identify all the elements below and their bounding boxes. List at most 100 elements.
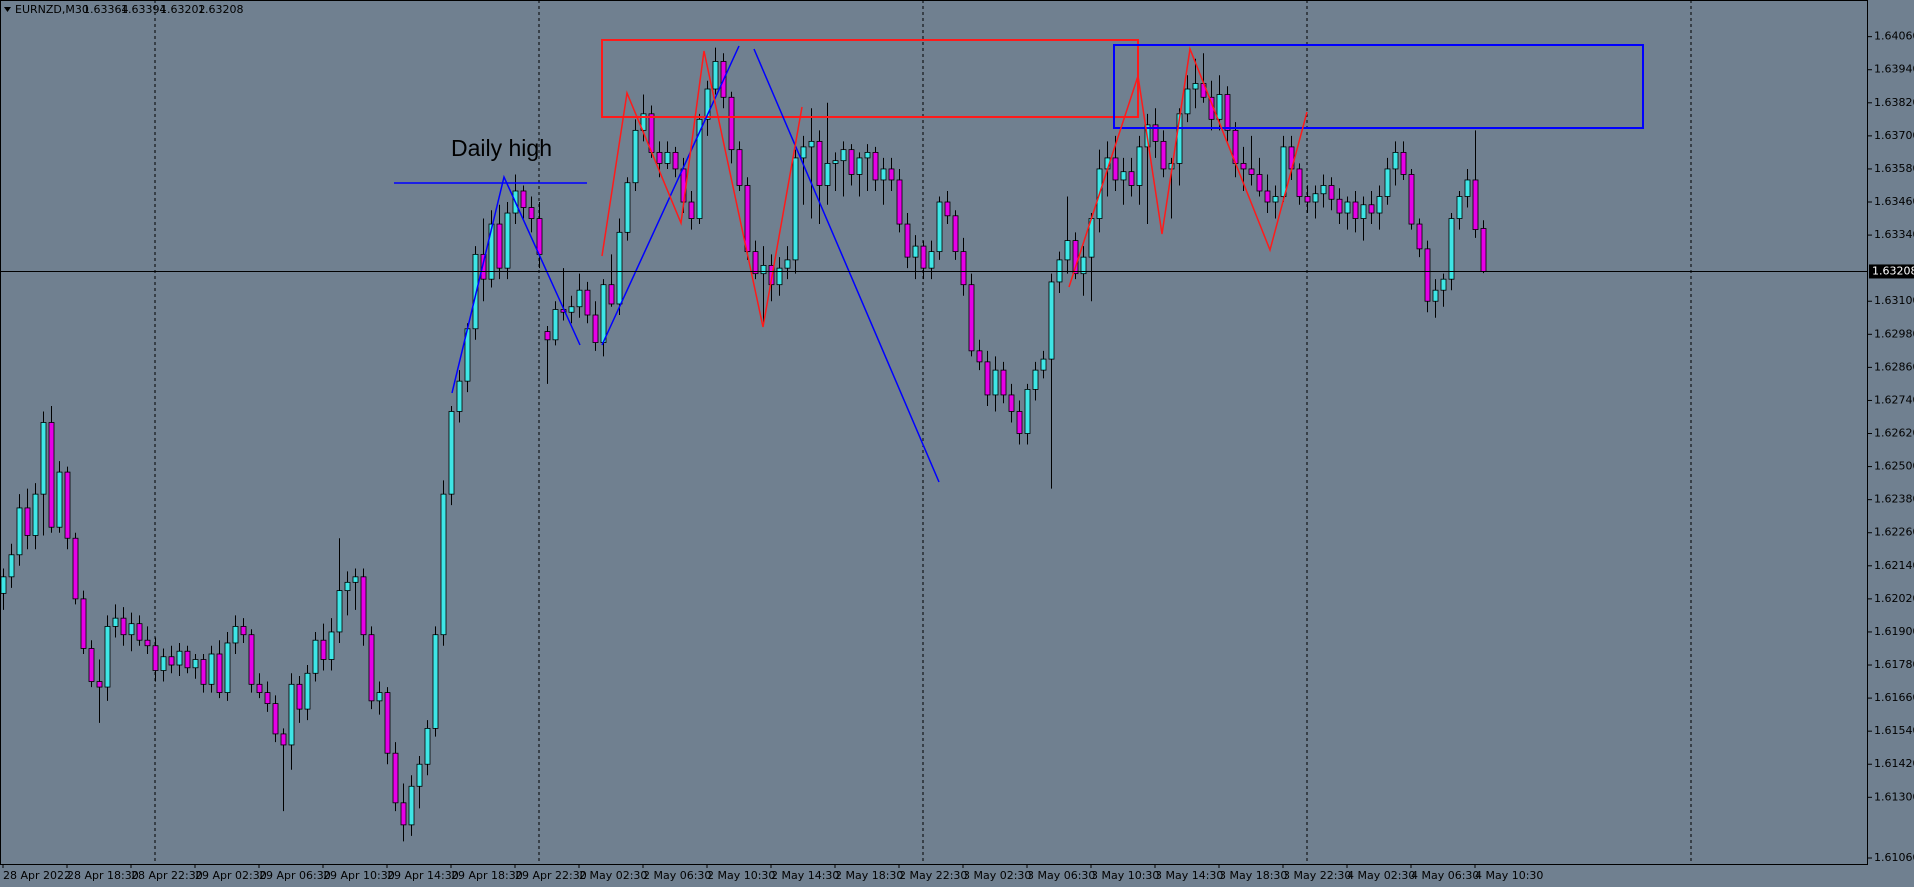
candle-body [128,623,135,636]
candle-body [1360,204,1367,219]
x-tick-label: 3 May 14:30 [1155,869,1223,882]
candle-body [352,576,359,583]
candle-body [896,179,903,225]
candle-body [1432,289,1439,302]
candle-body [120,617,127,636]
candle-body [944,201,951,217]
candle-body [1272,196,1279,203]
candle-body [1304,196,1311,203]
candle-body [16,507,23,556]
candle-body [24,507,31,536]
candle-body [1056,259,1063,283]
candle-body [992,369,999,396]
candle-body [336,590,343,633]
candle-body [200,659,207,685]
candle-body [624,182,631,233]
y-tick-label: 1.63100 [1874,294,1914,307]
candle-body [424,728,431,765]
candle-body [376,692,383,702]
x-tick-label: 29 Apr 02:30 [195,869,267,882]
candle-body [240,626,247,636]
candle-body [608,284,615,305]
candle-body [640,113,647,131]
candle-body [192,659,199,669]
x-tick-label: 2 May 22:30 [899,869,967,882]
candle-body [632,129,639,184]
candle-body [576,289,583,308]
candle-body [936,201,943,253]
candle-body [232,626,239,644]
candle-body [1336,198,1343,214]
day-separators [154,0,1692,864]
y-tick-label: 1.62860 [1874,360,1914,373]
x-tick-label: 3 May 18:30 [1219,869,1287,882]
candle-body [1032,369,1039,390]
x-tick-label: 28 Apr 2022 [3,869,71,882]
header-open: 1.63364 [83,3,129,16]
candle-body [224,642,231,693]
x-tick-label: 29 Apr 06:30 [259,869,331,882]
candle-body [176,650,183,666]
candle-body [488,223,495,280]
y-tick-label: 1.61900 [1874,625,1914,638]
candle-body [864,152,871,159]
y-tick-label: 1.61300 [1874,790,1914,803]
candle-body [960,251,967,286]
y-tick-label: 1.62260 [1874,526,1914,539]
y-tick-label: 1.63940 [1874,63,1914,76]
candle-body [688,201,695,219]
x-tick-label: 2 May 02:30 [579,869,647,882]
candle-body [856,157,863,175]
candle-body [1280,146,1287,197]
trend-line [753,48,940,483]
candle-body [904,223,911,258]
candle-body [832,160,839,164]
candle-body [664,152,671,164]
y-tick-label: 1.62620 [1874,427,1914,440]
candle-body [472,253,479,330]
candle-body [1328,185,1335,200]
candle-body [1192,83,1199,90]
candle-body [1064,240,1071,261]
y-tick-label: 1.61780 [1874,658,1914,671]
candle-body [1312,193,1319,203]
candle-body [0,576,7,594]
candle-body [1136,146,1143,186]
x-tick-label: 29 Apr 14:30 [387,869,459,882]
candle-body [968,284,975,352]
x-tick-label: 3 May 02:30 [963,869,1031,882]
candle-body [368,634,375,702]
candle-body [984,361,991,396]
candle-body [1480,228,1487,272]
x-tick-label: 29 Apr 10:30 [323,869,395,882]
candle-body [1216,94,1223,120]
y-tick-label: 1.63820 [1874,96,1914,109]
x-tick-label: 28 Apr 22:30 [131,869,203,882]
candle-body [408,785,415,826]
y-tick-label: 1.61060 [1874,851,1914,864]
candle-body [1184,88,1191,115]
candle-body [1320,185,1327,195]
candle-body [888,168,895,181]
candle-body [1352,201,1359,219]
x-tick-label: 2 May 14:30 [771,869,839,882]
candle-body [568,306,575,313]
candles [0,47,1487,842]
candle-body [752,251,759,275]
candle-body [704,88,711,120]
candle-body [1456,196,1463,219]
candle-body [272,703,279,735]
candle-body [1008,394,1015,412]
zigzag [1068,46,1308,288]
y-tick-label: 1.62740 [1874,393,1914,406]
candle-body [776,267,783,286]
candle-body [920,245,927,269]
candle-body [1384,168,1391,197]
candle-body [552,309,559,341]
drawings [394,39,1644,483]
candle-body [384,692,391,754]
y-tick-label: 1.63460 [1874,195,1914,208]
candle-body [616,231,623,305]
